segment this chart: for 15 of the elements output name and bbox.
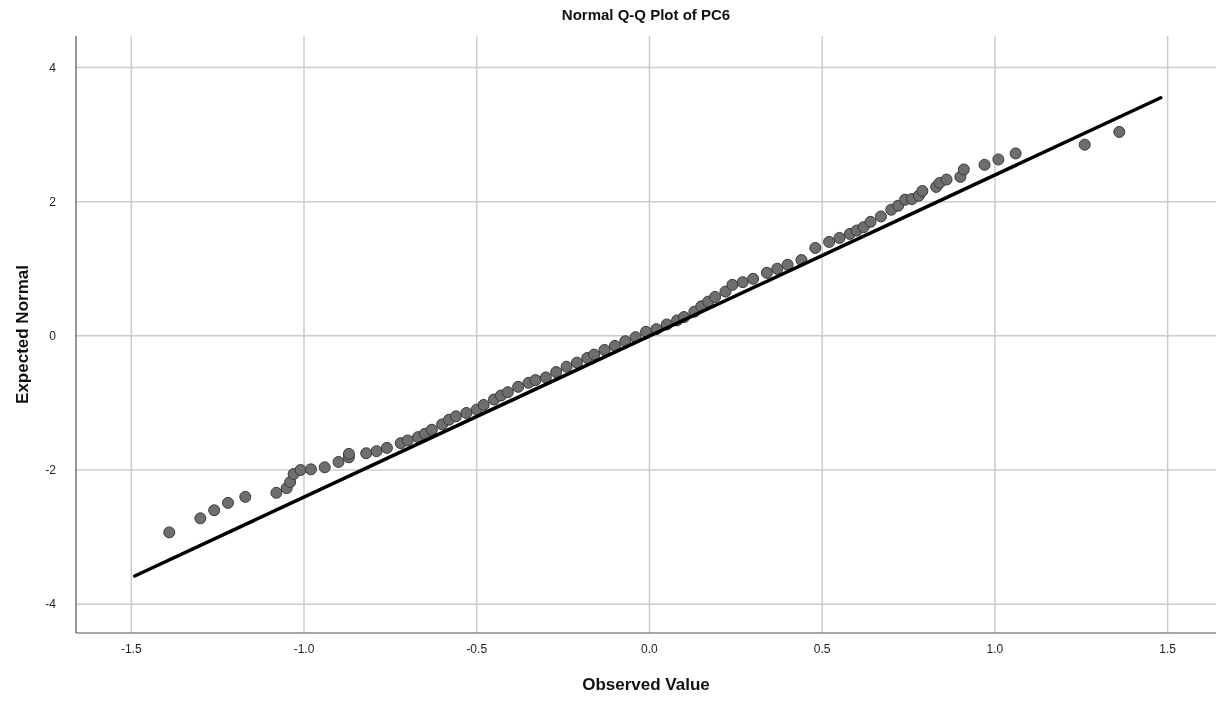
x-tick-label: 0.5 bbox=[813, 642, 831, 656]
x-tick-label: -1.0 bbox=[293, 642, 315, 656]
y-tick-label: 4 bbox=[49, 60, 57, 75]
x-tick-label: -0.5 bbox=[466, 642, 488, 656]
x-tick-label: 1.0 bbox=[986, 642, 1004, 656]
y-axis-title: Expected Normal bbox=[13, 265, 32, 404]
y-tick-label: -2 bbox=[45, 463, 57, 478]
y-tick-label: -4 bbox=[45, 597, 57, 612]
x-tick-label: 1.5 bbox=[1159, 642, 1177, 656]
x-tick-label: 0.0 bbox=[641, 642, 659, 656]
x-axis-title: Observed Value bbox=[582, 675, 710, 694]
y-tick-label: 2 bbox=[49, 194, 57, 209]
chart-title: Normal Q-Q Plot of PC6 bbox=[561, 6, 731, 23]
x-tick-label: -1.5 bbox=[120, 642, 142, 656]
y-tick-label: 0 bbox=[49, 329, 57, 344]
